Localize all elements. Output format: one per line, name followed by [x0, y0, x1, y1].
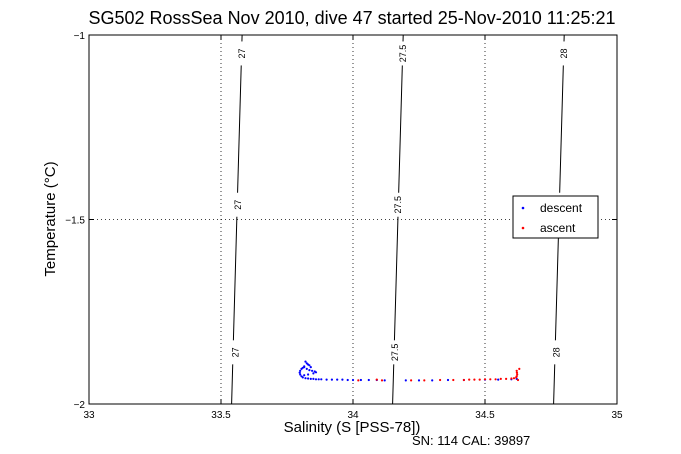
- contour-label: 27.5: [390, 344, 400, 362]
- descent-point: [325, 378, 328, 381]
- descent-point: [446, 378, 450, 382]
- descent-point: [304, 360, 307, 363]
- descent-point: [305, 367, 308, 370]
- ascent-point: [380, 379, 384, 382]
- descent-point: [383, 379, 386, 382]
- descent-point: [497, 378, 500, 381]
- contour-label-bg: [234, 192, 243, 217]
- legend-label-ascent: ascent: [540, 221, 576, 235]
- descent-point: [314, 378, 318, 381]
- y-axis-label: Temperature (°C): [42, 161, 59, 276]
- ascent-point: [494, 378, 497, 381]
- ascent-point: [483, 378, 487, 381]
- x-tick-label: 34.5: [475, 410, 495, 421]
- descent-point: [317, 378, 320, 381]
- ascent-point: [423, 379, 426, 382]
- descent-point: [300, 367, 303, 370]
- descent-point: [404, 379, 407, 382]
- descent-point: [308, 369, 311, 372]
- descent-point: [359, 378, 362, 382]
- ascent-point: [468, 378, 471, 381]
- ascent-point: [516, 373, 519, 376]
- descent-point: [304, 377, 307, 380]
- descent-point: [312, 377, 315, 380]
- contour-label-bg: [560, 41, 569, 66]
- ascent-point: [518, 367, 521, 370]
- contour-label-bg: [238, 41, 247, 66]
- y-tick-label: −2: [74, 400, 86, 411]
- ascent-point: [515, 369, 518, 372]
- x-axis-label: Salinity (S [PSS-78]): [284, 419, 421, 436]
- descent-point: [351, 378, 355, 382]
- descent-point: [301, 376, 304, 379]
- x-tick-label: 35: [611, 410, 623, 421]
- contour-label-bg: [399, 41, 408, 66]
- ascent-point: [516, 378, 520, 382]
- descent-point: [312, 372, 315, 375]
- descent-point: [346, 378, 349, 382]
- descent-point: [330, 378, 333, 381]
- ascent-point: [439, 378, 442, 382]
- ascent-point: [375, 378, 378, 381]
- descent-point: [309, 366, 312, 369]
- y-tick-label: −1.5: [65, 216, 85, 227]
- contour-label-bg: [391, 340, 400, 365]
- descent-point: [307, 373, 310, 376]
- y-ticks: −1 −1.5 −2: [65, 31, 617, 411]
- descent-point: [336, 378, 339, 381]
- ascent-point: [478, 378, 481, 381]
- x-tick-label: 33.5: [211, 410, 231, 421]
- descent-point: [431, 379, 434, 382]
- data-points: [298, 360, 521, 382]
- ascent-point: [452, 378, 455, 382]
- contour-label: 28: [551, 347, 561, 357]
- footnote: SN: 114 CAL: 39897: [412, 433, 530, 448]
- descent-point: [299, 369, 302, 372]
- descent-point: [299, 373, 302, 376]
- descent-point: [309, 377, 312, 380]
- ascent-point: [515, 371, 519, 374]
- y-tick-label: −1: [74, 31, 86, 42]
- legend-marker-descent: [521, 206, 525, 210]
- descent-point: [367, 378, 370, 382]
- contour-label: 27: [237, 48, 247, 58]
- descent-point: [314, 371, 318, 374]
- contour-label-bg: [552, 340, 561, 365]
- legend: descent ascent: [512, 195, 599, 239]
- legend-box: [512, 195, 599, 239]
- contour-label: 27: [233, 200, 243, 210]
- contour-label-bg: [231, 340, 240, 365]
- ascent-point: [505, 377, 508, 380]
- legend-marker-ascent: [521, 226, 525, 230]
- contour-label: 27.5: [398, 45, 408, 63]
- descent-point: [303, 374, 306, 377]
- ascent-point: [512, 377, 516, 380]
- descent-point: [341, 378, 344, 381]
- ascent-point: [489, 378, 492, 381]
- contour-label: 27.5: [393, 196, 403, 214]
- ascent-point: [357, 379, 360, 382]
- descent-point: [308, 364, 311, 367]
- descent-point: [307, 377, 310, 380]
- contour-label: 27: [231, 347, 241, 357]
- contour-label-bg: [393, 192, 402, 217]
- ascent-point: [515, 376, 518, 379]
- descent-point: [417, 379, 421, 382]
- ascent-point: [473, 378, 476, 381]
- legend-label-descent: descent: [540, 201, 583, 215]
- descent-point: [311, 369, 314, 372]
- x-tick-label: 34: [347, 410, 359, 421]
- ascent-point: [510, 377, 513, 380]
- ascent-point: [499, 377, 502, 380]
- x-tick-label: 33: [83, 410, 95, 421]
- descent-point: [320, 378, 323, 381]
- contour-label: 28: [559, 48, 569, 58]
- descent-point: [303, 366, 306, 369]
- x-ticks: 33 33.5 34 34.5 35: [83, 35, 623, 421]
- chart-title: SG502 RossSea Nov 2010, dive 47 started …: [88, 8, 615, 28]
- ascent-point: [410, 379, 413, 382]
- descent-point: [298, 371, 301, 374]
- ascent-point: [462, 378, 465, 382]
